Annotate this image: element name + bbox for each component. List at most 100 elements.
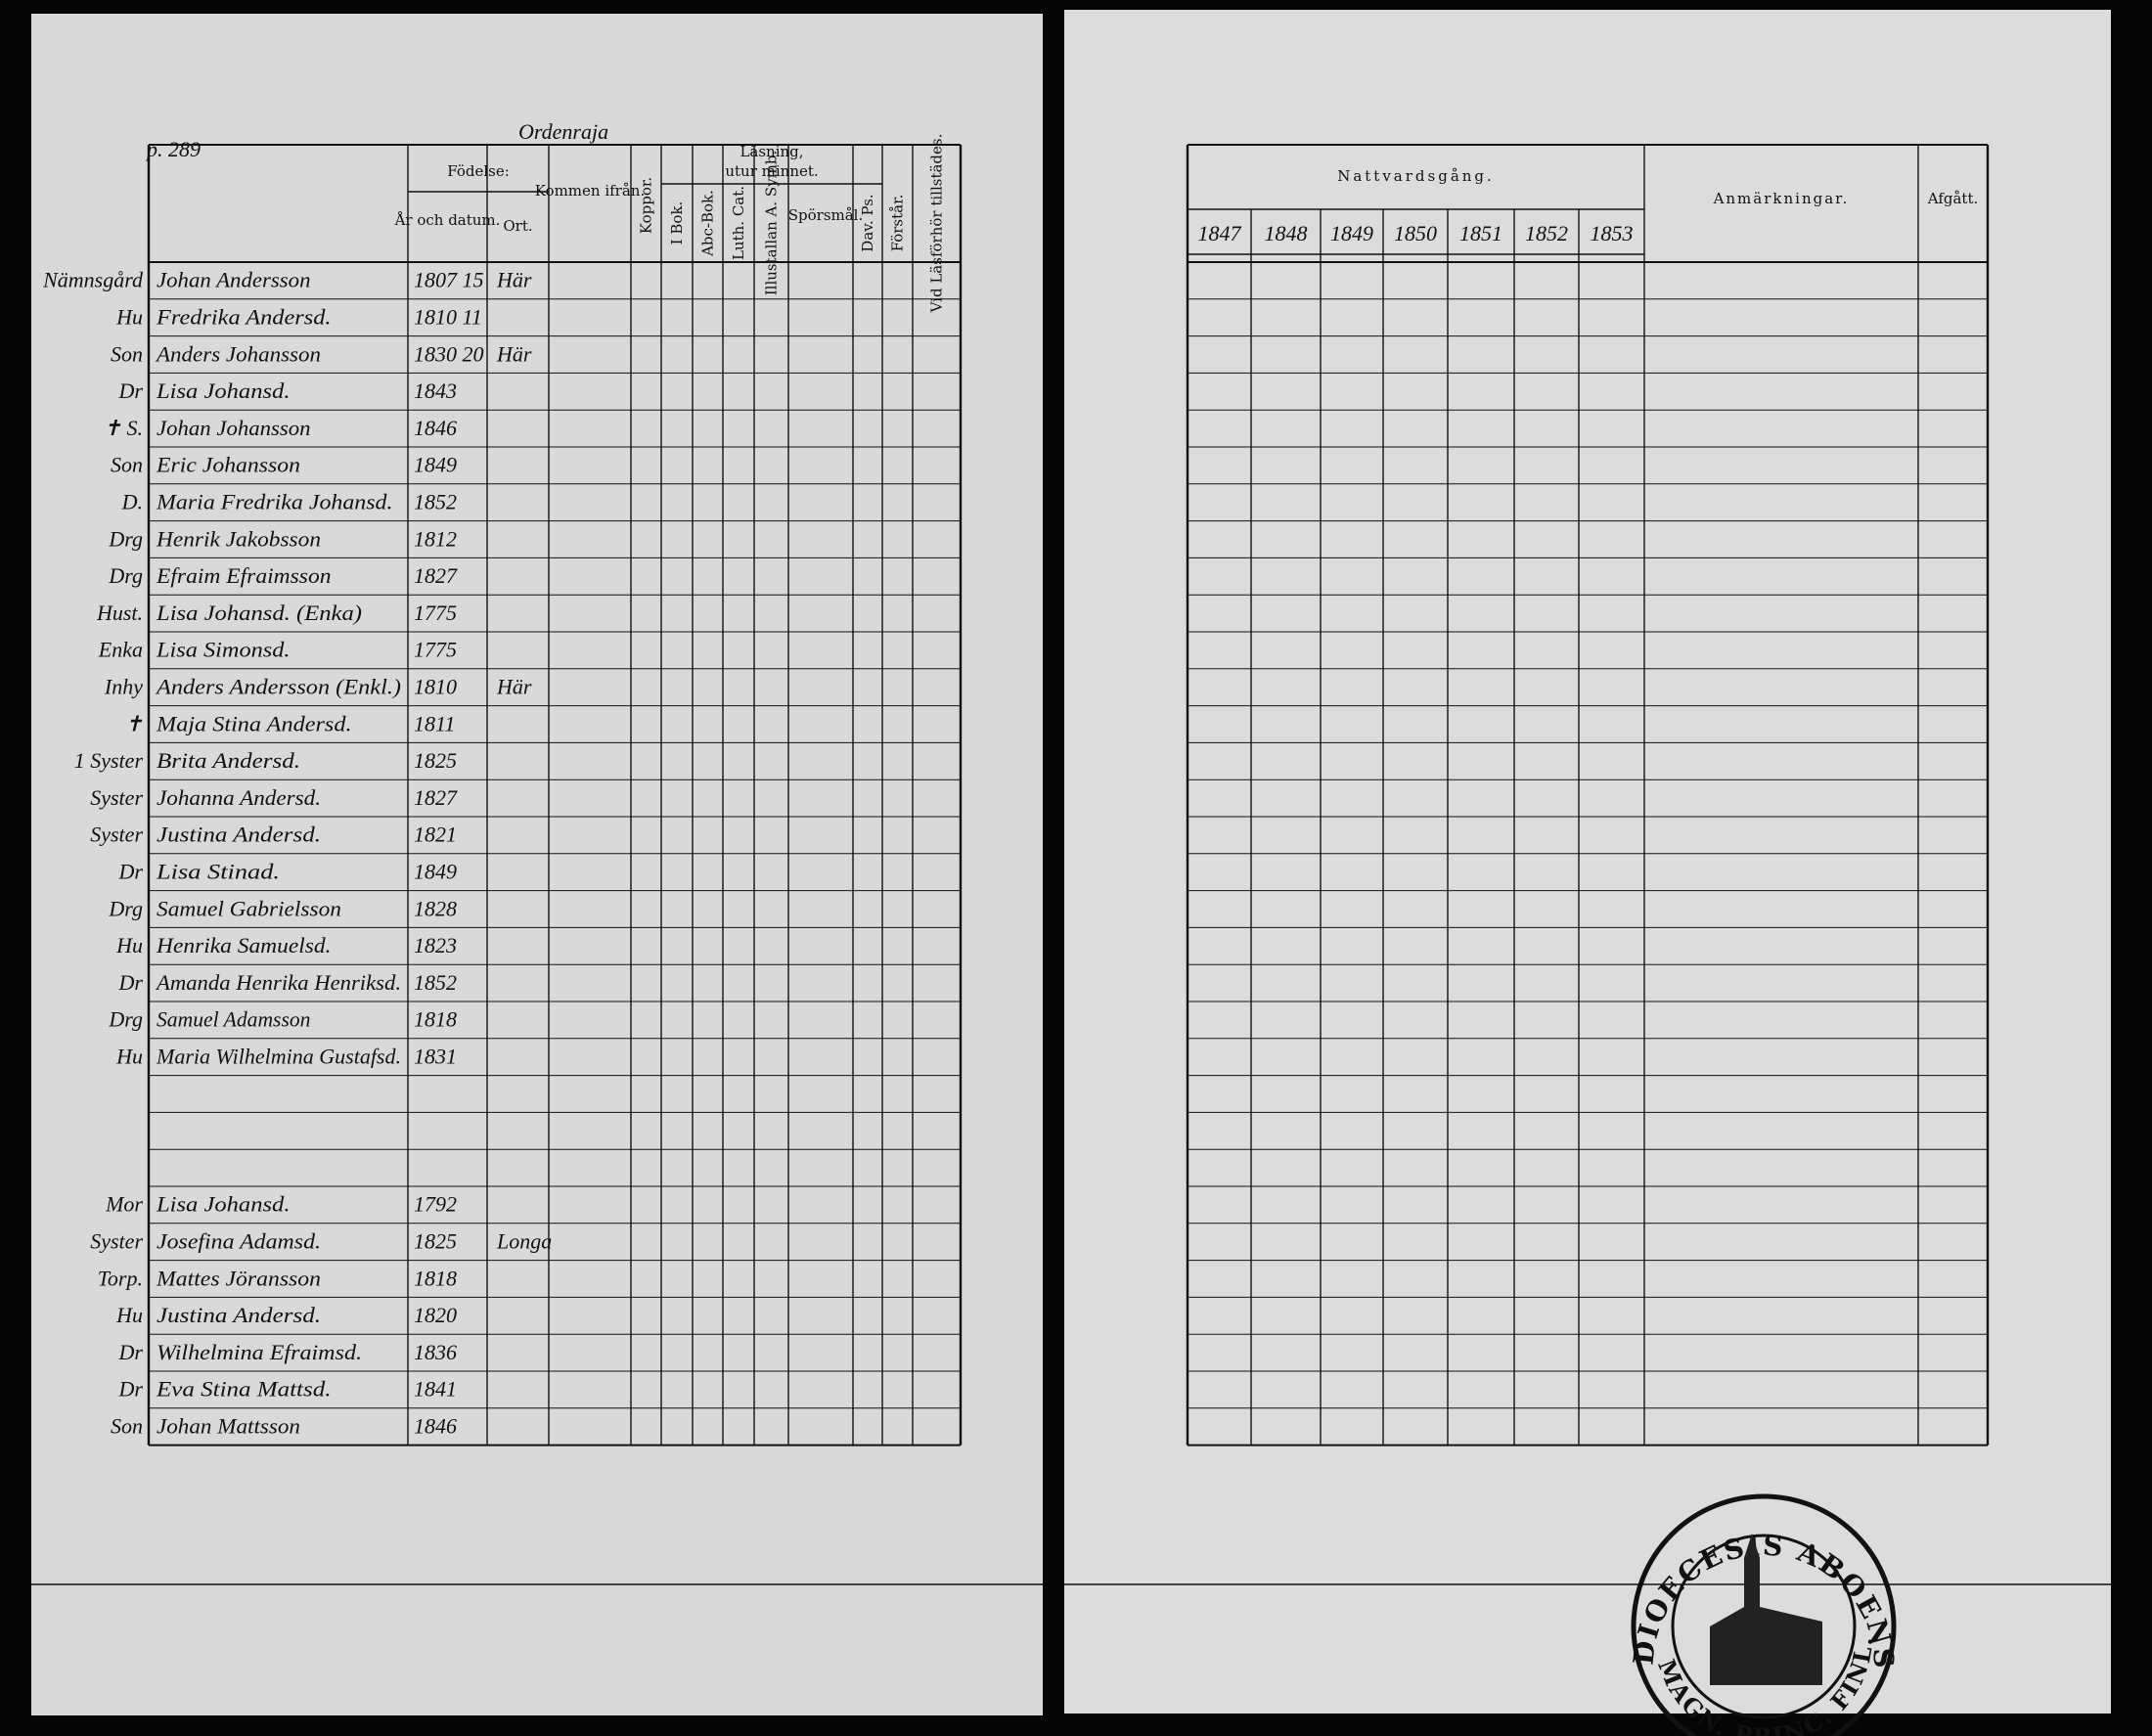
column-header: Vid Läsförhör tillstädes. bbox=[928, 134, 946, 314]
column-header: Koppor. bbox=[638, 177, 655, 234]
relation: Son bbox=[111, 453, 143, 477]
column-header: Dav. Ps. bbox=[859, 194, 876, 251]
birth-date: 1818 bbox=[414, 1266, 457, 1290]
birth-date: 1818 bbox=[414, 1007, 457, 1032]
column-header: Läsning, bbox=[740, 143, 803, 160]
relation: Hu bbox=[115, 933, 143, 957]
birth-date: 1827 bbox=[414, 563, 458, 588]
page-number: p. 289 bbox=[145, 137, 201, 161]
column-header: Förstår. bbox=[889, 195, 907, 252]
stamp-ring bbox=[1671, 1534, 1857, 1719]
relation: Inhy bbox=[104, 675, 143, 699]
person-name: Eva Stina Mattsd. bbox=[156, 1377, 332, 1402]
person-name: Mattes Jöransson bbox=[156, 1266, 321, 1290]
person-name: Lisa Johansd. bbox=[156, 1192, 291, 1217]
birth-date: 1841 bbox=[414, 1377, 457, 1402]
person-name: Lisa Stinad. bbox=[156, 860, 280, 884]
year-header: 1849 bbox=[1330, 221, 1373, 245]
person-name: Eric Johansson bbox=[156, 453, 300, 477]
person-name: Anders Andersson (Enkl.) bbox=[155, 675, 401, 699]
relation: Nämnsgård bbox=[42, 268, 144, 292]
birth-date: 1810 bbox=[414, 675, 457, 699]
relation: ✝ bbox=[125, 711, 143, 735]
year-header: 1848 bbox=[1265, 221, 1308, 245]
birth-date: 1807 15 bbox=[414, 268, 484, 292]
column-header: Spörsmål. bbox=[788, 206, 864, 224]
person-name: Johan Johansson bbox=[157, 416, 311, 440]
person-name: Johan Andersson bbox=[157, 268, 311, 292]
birth-date: 1849 bbox=[414, 453, 457, 477]
birth-date: 1823 bbox=[414, 933, 457, 957]
relation: Drg bbox=[108, 563, 143, 588]
person-name: Maria Fredrika Johansd. bbox=[156, 490, 393, 514]
relation: Dr bbox=[118, 378, 144, 403]
person-name: Henrika Samuelsd. bbox=[156, 933, 332, 957]
person-name: Lisa Simonsd. bbox=[156, 638, 291, 662]
birth-date: 1852 bbox=[414, 490, 457, 514]
relation: Hu bbox=[115, 1303, 143, 1327]
birth-date: 1831 bbox=[414, 1045, 457, 1069]
person-name: Maria Wilhelmina Gustafsd. bbox=[156, 1045, 401, 1069]
relation: ✝ S. bbox=[104, 416, 143, 440]
relation: Drg bbox=[108, 526, 143, 551]
village: Ordenraja bbox=[518, 119, 608, 144]
relation: Torp. bbox=[98, 1266, 143, 1290]
column-header: Luth. Cat. bbox=[730, 186, 747, 260]
person-name: Samuel Adamsson bbox=[157, 1007, 311, 1032]
column-header: Abc-Bok. bbox=[699, 190, 717, 257]
stamp-ring bbox=[1631, 1493, 1897, 1736]
person-name: Maja Stina Andersd. bbox=[156, 711, 352, 735]
birth-date: 1825 bbox=[414, 1229, 457, 1254]
birth-place: Här bbox=[496, 268, 532, 292]
person-name: Henrik Jakobsson bbox=[156, 526, 321, 551]
column-header: Anmärkningar. bbox=[1713, 190, 1850, 207]
relation: Syster bbox=[90, 785, 143, 810]
birth-place: Här bbox=[496, 341, 532, 366]
stamp-church bbox=[1710, 1534, 1822, 1685]
person-name: Fredrika Andersd. bbox=[156, 305, 332, 330]
right-page bbox=[1064, 10, 2111, 1714]
birth-place: Longa bbox=[496, 1229, 552, 1254]
person-name: Lisa Johansd. bbox=[156, 378, 291, 403]
relation: Syster bbox=[90, 823, 143, 847]
birth-date: 1836 bbox=[414, 1340, 457, 1364]
birth-date: 1820 bbox=[414, 1303, 457, 1327]
relation: Hu bbox=[115, 305, 143, 330]
column-header: I Bok. bbox=[668, 201, 686, 245]
relation: Mor bbox=[105, 1192, 143, 1217]
relation: Son bbox=[111, 341, 143, 366]
relation: Son bbox=[111, 1414, 143, 1439]
relation: Dr bbox=[118, 970, 144, 995]
relation: Syster bbox=[90, 1229, 143, 1254]
birth-date: 1821 bbox=[414, 823, 457, 847]
birth-date: 1849 bbox=[414, 860, 457, 884]
person-name: Justina Andersd. bbox=[157, 1303, 321, 1327]
birth-date: 1827 bbox=[414, 785, 458, 810]
relation: Drg bbox=[108, 1007, 143, 1032]
birth-place: Här bbox=[496, 675, 532, 699]
person-name: Lisa Johansd. (Enka) bbox=[156, 601, 362, 625]
birth-date: 1843 bbox=[414, 378, 457, 403]
birth-date: 1775 bbox=[414, 638, 457, 662]
column-header: Afgått. bbox=[1927, 190, 1979, 207]
birth-date: 1812 bbox=[414, 526, 457, 551]
year-header: 1853 bbox=[1591, 221, 1634, 245]
birth-date: 1828 bbox=[414, 896, 457, 920]
person-name: Johan Mattsson bbox=[157, 1414, 300, 1439]
relation: Hu bbox=[115, 1045, 143, 1069]
birth-date: 1775 bbox=[414, 601, 457, 625]
birth-date: 1846 bbox=[414, 416, 457, 440]
year-header: 1852 bbox=[1525, 221, 1568, 245]
left-page bbox=[31, 14, 1043, 1715]
relation: Dr bbox=[118, 1377, 144, 1402]
relation: Hust. bbox=[96, 601, 143, 625]
birth-date: 1825 bbox=[414, 748, 457, 773]
year-header: 1847 bbox=[1198, 221, 1242, 245]
column-header: Ort. bbox=[503, 217, 532, 235]
relation: Dr bbox=[118, 1340, 144, 1364]
relation: 1 Syster bbox=[74, 748, 144, 773]
person-name: Brita Andersd. bbox=[157, 748, 300, 773]
column-header: Nattvardsgång. bbox=[1337, 167, 1495, 185]
birth-date: 1846 bbox=[414, 1414, 457, 1439]
